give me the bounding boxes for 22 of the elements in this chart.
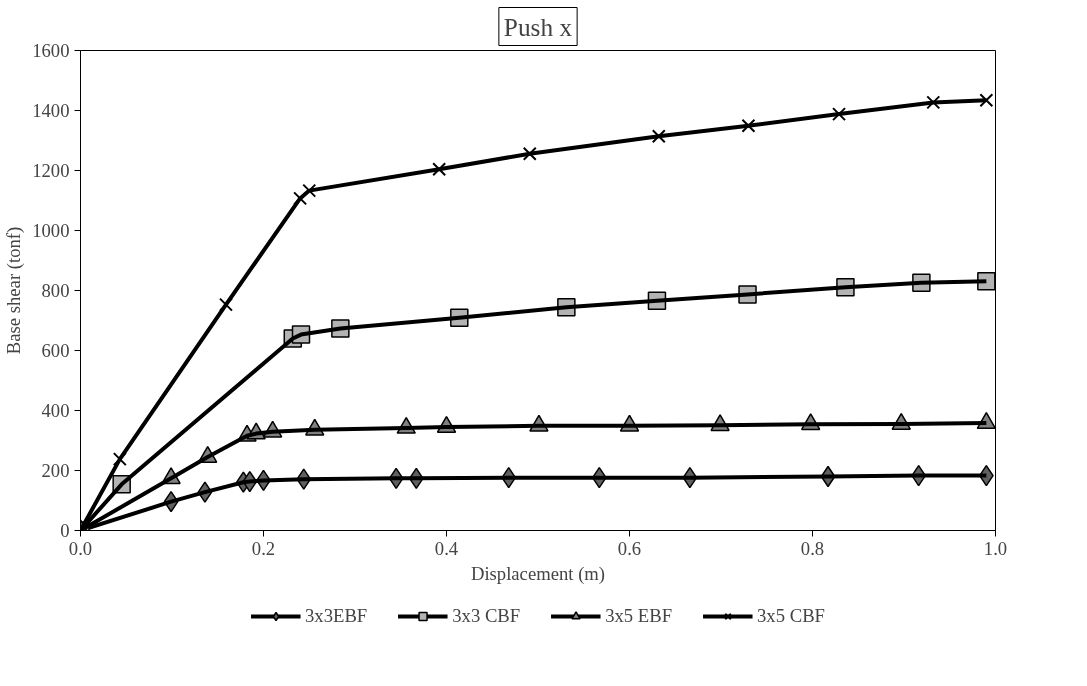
- y-tick-label: 1600: [32, 40, 70, 61]
- y-axis-title: Base shear (tonf): [3, 226, 26, 355]
- y-tick-label: 0: [60, 520, 70, 541]
- y-tick-label: 800: [41, 280, 70, 301]
- chart-title: Push x: [503, 12, 573, 41]
- y-tick-label: 1400: [32, 100, 70, 121]
- x-tick-label: 1.0: [983, 537, 1008, 559]
- x-tick-label: 0.6: [617, 537, 642, 559]
- y-tick-label: 400: [41, 400, 70, 421]
- y-tick-label: 1200: [32, 160, 70, 181]
- legend-label: 3x5 EBF: [605, 605, 673, 627]
- y-tick-label: 200: [41, 460, 70, 481]
- x-axis-title: Displacement (m): [470, 562, 606, 585]
- legend-label: 3x5 CBF: [757, 605, 825, 627]
- x-tick-label: 0.0: [68, 537, 93, 559]
- x-tick-label: 0.2: [251, 537, 276, 559]
- legend-label: 3x3EBF: [305, 605, 368, 627]
- y-tick-label: 1000: [32, 220, 70, 241]
- legend-label: 3x3 CBF: [452, 605, 521, 627]
- x-tick-label: 0.8: [800, 537, 825, 559]
- y-tick-label: 600: [41, 340, 70, 361]
- x-tick-label: 0.4: [434, 537, 459, 559]
